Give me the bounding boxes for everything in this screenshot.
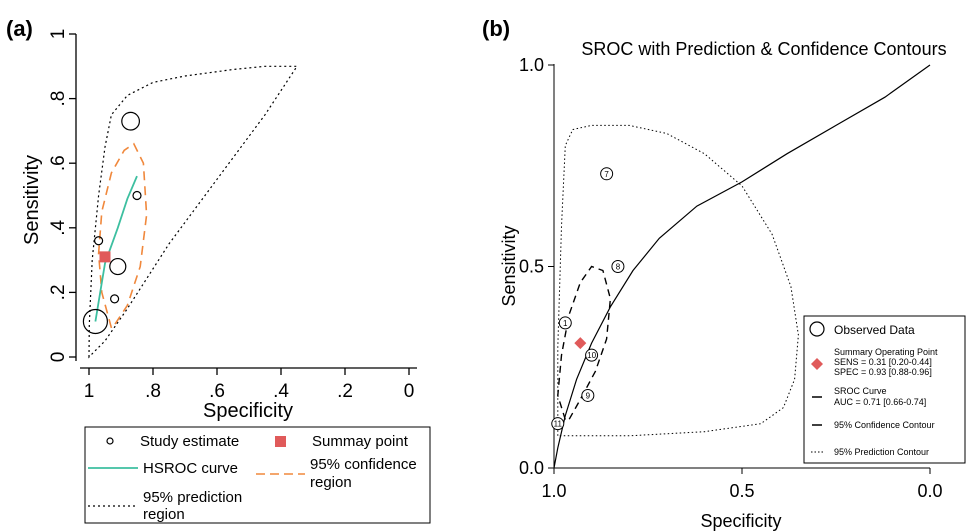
panel-a-study-point bbox=[93, 236, 104, 246]
panel-a: (a) 1 .8 .6 .4 .2 0 0 .2 .4 .6 .8 1 Specificity Se… bbox=[6, 16, 431, 524]
panel-a-y-tick-label: 0 bbox=[48, 352, 69, 363]
panel-b-observed-point bbox=[600, 167, 614, 181]
panel-a-legend-box bbox=[84, 426, 431, 524]
panel-a-prediction-region bbox=[88, 65, 299, 359]
panel-a-y-tick-label: .4 bbox=[48, 219, 69, 235]
panel-b-observed-point bbox=[585, 348, 599, 362]
panel-b-y-tick-label: 0.0 bbox=[519, 458, 544, 478]
panel-b-legend-observed-symbol bbox=[809, 321, 825, 337]
panel-b-legend-sroc-label: SROC Curve bbox=[834, 386, 887, 396]
panel-b-y-tick-label: 1.0 bbox=[519, 55, 544, 75]
panel-b-legend-pred-label: 95% Prediction Contour bbox=[834, 447, 929, 457]
panel-a-x-tick-label: .6 bbox=[209, 381, 225, 402]
panel-a-legend-study-label: Study estimate bbox=[140, 433, 239, 450]
panel-a-summary-point bbox=[99, 251, 111, 263]
panel-b: (b) SROC with Prediction & Confidence Co… bbox=[482, 16, 966, 531]
panel-a-study-point bbox=[109, 294, 120, 304]
panel-b-legend-summary-label: Summary Operating Point bbox=[834, 347, 938, 357]
panel-b-legend: Observed Data Summary Operating PointSENS… bbox=[803, 315, 966, 464]
panel-a-x-tick-label: .2 bbox=[337, 381, 353, 402]
panel-a-study-point bbox=[109, 257, 127, 276]
panel-b-observed-point-label: 1 bbox=[563, 319, 568, 328]
panel-a-legend-pred-label-1: 95% prediction bbox=[143, 489, 242, 506]
panel-b-observed-point bbox=[611, 260, 625, 273]
panel-a-study-point bbox=[82, 308, 109, 335]
panel-a-x-axis-title: Specificity bbox=[203, 400, 293, 422]
panel-a-legend-conf-label-2: region bbox=[310, 474, 352, 491]
panel-b-prediction-contour bbox=[557, 124, 799, 437]
panel-a-y-tick-label: 1 bbox=[48, 29, 69, 40]
panel-b-observed-point-label: 10 bbox=[587, 351, 596, 360]
panel-a-x-tick-label: 0 bbox=[404, 381, 415, 402]
panel-b-title: SROC with Prediction & Confidence Contou… bbox=[581, 39, 946, 59]
panel-b-sroc-curve bbox=[553, 64, 931, 469]
panel-b-observed-point bbox=[581, 388, 595, 402]
panel-a-study-point bbox=[132, 190, 142, 201]
panel-a-y-tick-label: .8 bbox=[48, 91, 69, 107]
panel-a-legend-hsroc-label: HSROC curve bbox=[143, 460, 238, 477]
panel-b-x-tick-label: 0.0 bbox=[917, 481, 942, 501]
panel-a-y-tick-label: .6 bbox=[48, 155, 69, 171]
panel-b-confidence-contour bbox=[557, 265, 612, 421]
panel-a-legend-summary-label: Summay point bbox=[312, 433, 409, 450]
panel-b-observed-point bbox=[558, 316, 572, 330]
panel-a-confidence-region bbox=[97, 142, 148, 330]
panel-b-legend-conf-label: 95% Confidence Contour bbox=[834, 420, 935, 430]
panel-a-label: (a) bbox=[6, 16, 33, 41]
panel-b-summary-point bbox=[574, 337, 587, 350]
panel-a-x-tick-label: 1 bbox=[84, 381, 95, 402]
panel-a-x-tick-label: .8 bbox=[145, 381, 161, 402]
panel-b-label: (b) bbox=[482, 16, 510, 41]
panel-a-legend-conf-label-1: 95% confidence bbox=[310, 456, 417, 473]
panel-a-study-point bbox=[121, 111, 141, 131]
panel-a-x-tick-label: .4 bbox=[273, 381, 289, 402]
panel-b-y-tick-label: 0.5 bbox=[519, 257, 544, 277]
panel-b-legend-observed-label: Observed Data bbox=[834, 323, 915, 337]
panel-b-x-tick-label: 1.0 bbox=[541, 481, 566, 501]
panel-b-x-tick-label: 0.5 bbox=[729, 481, 754, 501]
panel-a-y-tick-label: .2 bbox=[48, 284, 69, 300]
panel-b-observed-point-label: 8 bbox=[616, 263, 621, 272]
panel-a-legend-summary-symbol bbox=[275, 436, 286, 447]
panel-b-legend-summary-label: SENS = 0.31 [0.20-0.44] bbox=[834, 357, 932, 367]
panel-b-x-axis-title: Specificity bbox=[700, 511, 781, 531]
panel-b-legend-summary-label: SPEC = 0.93 [0.88-0.96] bbox=[834, 367, 932, 377]
panel-a-hsroc-curve bbox=[94, 175, 138, 322]
panel-b-observed-point bbox=[551, 417, 565, 431]
panel-b-legend-sroc-label: AUC = 0.71 [0.66-0.74] bbox=[834, 397, 926, 407]
panel-a-y-axis-title: Sensitivity bbox=[21, 155, 43, 245]
panel-a-legend-study-symbol bbox=[106, 437, 114, 445]
panel-b-observed-point-label: 7 bbox=[604, 170, 609, 179]
panel-b-legend-summary-symbol bbox=[811, 358, 823, 370]
panel-b-observed-point-label: 11 bbox=[554, 420, 563, 429]
panel-b-observed-point-label: 9 bbox=[586, 391, 591, 400]
panel-a-legend-pred-label-2: region bbox=[143, 506, 185, 523]
panel-b-legend-box bbox=[803, 315, 966, 464]
panel-a-legend: Study estimate Summay point HSROC curve 95%… bbox=[84, 426, 431, 524]
panel-b-y-axis-title: Sensitivity bbox=[499, 225, 519, 306]
